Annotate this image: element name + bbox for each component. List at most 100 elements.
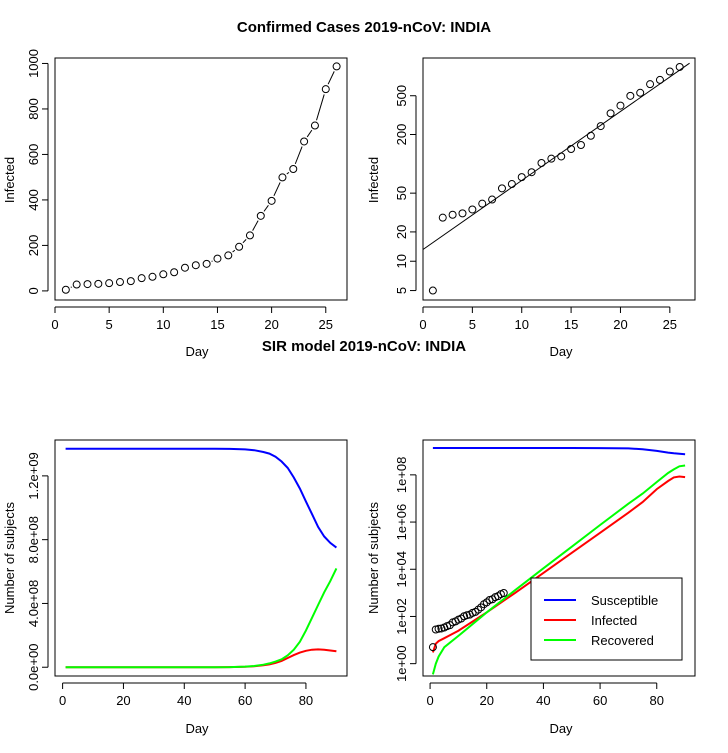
y-tick-label: 50	[394, 186, 409, 200]
data-point	[115, 278, 124, 287]
series-line-segment	[263, 205, 269, 212]
data-point	[105, 279, 114, 288]
x-axis-label: Day	[549, 344, 573, 359]
data-point	[332, 62, 341, 71]
x-tick-label: 25	[663, 317, 677, 332]
observed-point	[474, 605, 483, 614]
data-point	[448, 210, 457, 219]
observed-point	[434, 624, 443, 633]
y-axis-label: Number of subjects	[366, 502, 381, 614]
legend: Susceptible Infected Recovered	[530, 577, 683, 661]
data-point	[289, 164, 298, 173]
data-point	[72, 280, 81, 289]
x-tick-label: 20	[116, 693, 130, 708]
y-tick-label: 0	[26, 287, 41, 294]
series-recovered-line	[431, 464, 686, 675]
series-line-segment	[306, 129, 313, 138]
data-point	[675, 62, 684, 71]
y-axis-label: Infected	[366, 157, 381, 203]
data-point	[517, 173, 526, 182]
x-tick-label: 60	[238, 693, 252, 708]
y-tick-label: 8.0e+08	[26, 516, 41, 563]
x-tick-label: 15	[564, 317, 578, 332]
data-point	[458, 209, 467, 218]
y-tick-label: 0.0e+00	[26, 644, 41, 691]
observed-point	[445, 621, 454, 630]
y-tick-label: 1e+00	[394, 645, 409, 682]
data-point	[235, 242, 244, 251]
series-line-segment	[273, 182, 281, 197]
legend-label: Infected	[591, 613, 637, 628]
x-tick-label: 15	[210, 317, 224, 332]
plot-sir-linear: Day Number of subjects 0 20 40 60 80 0.0e+00 4…	[2, 439, 348, 736]
x-tick-label: 20	[613, 317, 627, 332]
plot-linear-confirmed-cases: Day Infected 0 5 10 15 20 25 0 200 400 600 800 1000	[2, 49, 348, 359]
plot-log-confirmed-cases: Day Infected 0 5 10 15 20 25 5 10 20 50 200 500	[366, 57, 696, 359]
y-tick-label: 600	[26, 144, 41, 166]
data-point	[576, 141, 585, 150]
data-point	[665, 67, 674, 76]
y-tick-label: 5	[394, 287, 409, 294]
data-point	[428, 286, 437, 295]
fit-line	[422, 62, 690, 250]
plot-frame	[54, 57, 348, 301]
series-line-segment	[252, 220, 259, 231]
data-point	[137, 274, 146, 283]
data-point	[170, 268, 179, 277]
x-tick-label: 5	[469, 317, 476, 332]
y-tick-label: 1.2e+09	[26, 452, 41, 499]
series-line-segment	[242, 239, 247, 244]
data-point	[478, 199, 487, 208]
y-tick-label: 1000	[26, 49, 41, 78]
y-tick-label: 200	[394, 124, 409, 146]
series-line-segment	[232, 249, 236, 253]
data-point	[278, 173, 287, 182]
data-point	[606, 109, 615, 118]
x-tick-label: 5	[106, 317, 113, 332]
data-point	[616, 101, 625, 110]
plot-frame	[422, 57, 696, 301]
data-point	[148, 272, 157, 281]
x-tick-label: 40	[177, 693, 191, 708]
x-tick-label: 0	[51, 317, 58, 332]
data-point	[202, 259, 211, 268]
y-tick-label: 1e+08	[394, 457, 409, 494]
series-infected-line	[431, 475, 686, 653]
data-point	[527, 168, 536, 177]
data-point	[468, 205, 477, 214]
data-point	[94, 279, 103, 288]
data-point	[300, 137, 309, 146]
x-tick-label: 40	[536, 693, 550, 708]
top-figure-title: Confirmed Cases 2019-nCoV: INDIA	[237, 19, 491, 36]
data-point	[191, 261, 200, 270]
plot-sir-log: Day Number of subjects 0 20 40 60 80 1e+00 1e+…	[366, 439, 696, 736]
x-tick-label: 20	[264, 317, 278, 332]
data-point	[497, 184, 506, 193]
data-point	[256, 211, 265, 220]
x-tick-label: 80	[650, 693, 664, 708]
data-point	[586, 131, 595, 140]
plot-frame	[54, 439, 348, 677]
data-point	[626, 91, 635, 100]
y-tick-label: 1e+02	[394, 598, 409, 635]
data-point	[596, 122, 605, 131]
data-point	[267, 196, 276, 205]
series-recovered-line	[65, 567, 338, 669]
data-point	[557, 152, 566, 161]
series-infected-line	[65, 648, 337, 669]
y-axis-label: Infected	[2, 157, 17, 203]
observed-point	[428, 643, 437, 652]
data-point	[646, 80, 655, 89]
x-tick-label: 25	[319, 317, 333, 332]
data-point	[213, 254, 222, 263]
data-point	[655, 75, 664, 84]
data-point	[159, 270, 168, 279]
x-axis-label: Day	[549, 721, 573, 736]
y-tick-label: 1e+04	[394, 551, 409, 588]
plot-frame	[422, 439, 696, 677]
series-line-segment	[286, 171, 290, 175]
data-point	[507, 180, 516, 189]
x-tick-label: 0	[419, 317, 426, 332]
y-tick-label: 1e+06	[394, 504, 409, 541]
